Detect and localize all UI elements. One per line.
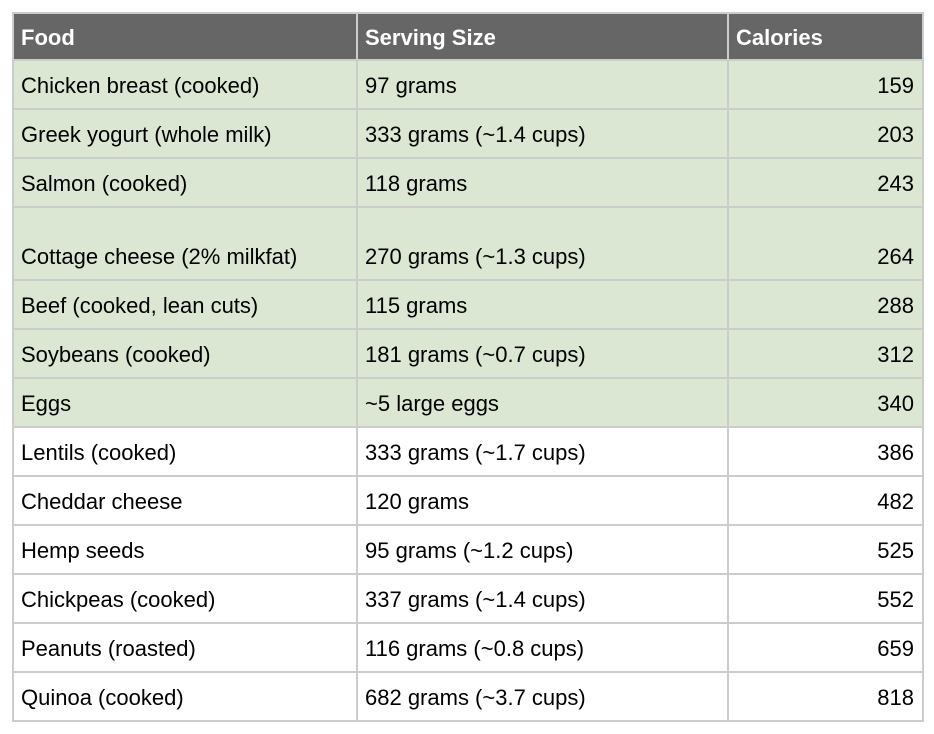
calories-cell: 159 [727, 59, 924, 110]
column-header-calories: Calories [727, 12, 924, 61]
serving-cell: 270 grams (~1.3 cups) [356, 206, 729, 281]
table-header-row: Food Serving Size Calories [12, 12, 924, 61]
column-header-serving-size: Serving Size [356, 12, 729, 61]
calories-cell: 525 [727, 524, 924, 575]
table-row: Cottage cheese (2% milkfat) 270 grams (~… [12, 206, 924, 281]
calories-cell: 552 [727, 573, 924, 624]
column-header-food: Food [12, 12, 358, 61]
table-row: Chickpeas (cooked) 337 grams (~1.4 cups)… [12, 573, 924, 624]
calories-cell: 203 [727, 108, 924, 159]
table-row: Lentils (cooked) 333 grams (~1.7 cups) 3… [12, 426, 924, 477]
calories-cell: 264 [727, 206, 924, 281]
food-cell: Greek yogurt (whole milk) [12, 108, 358, 159]
food-cell: Eggs [12, 377, 358, 428]
table-row: Eggs ~5 large eggs 340 [12, 377, 924, 428]
calories-cell: 818 [727, 671, 924, 722]
table-row: Hemp seeds 95 grams (~1.2 cups) 525 [12, 524, 924, 575]
table-row: Quinoa (cooked) 682 grams (~3.7 cups) 81… [12, 671, 924, 722]
table-row: Beef (cooked, lean cuts) 115 grams 288 [12, 279, 924, 330]
food-cell: Chicken breast (cooked) [12, 59, 358, 110]
calories-cell: 482 [727, 475, 924, 526]
calories-cell: 243 [727, 157, 924, 208]
food-cell: Hemp seeds [12, 524, 358, 575]
table-row: Greek yogurt (whole milk) 333 grams (~1.… [12, 108, 924, 159]
serving-cell: ~5 large eggs [356, 377, 729, 428]
serving-cell: 333 grams (~1.7 cups) [356, 426, 729, 477]
serving-cell: 120 grams [356, 475, 729, 526]
calories-cell: 288 [727, 279, 924, 330]
food-cell: Chickpeas (cooked) [12, 573, 358, 624]
table-row: Salmon (cooked) 118 grams 243 [12, 157, 924, 208]
serving-cell: 337 grams (~1.4 cups) [356, 573, 729, 624]
food-cell: Lentils (cooked) [12, 426, 358, 477]
serving-cell: 333 grams (~1.4 cups) [356, 108, 729, 159]
table-row: Peanuts (roasted) 116 grams (~0.8 cups) … [12, 622, 924, 673]
calories-cell: 659 [727, 622, 924, 673]
table-row: Cheddar cheese 120 grams 482 [12, 475, 924, 526]
serving-cell: 95 grams (~1.2 cups) [356, 524, 729, 575]
food-cell: Beef (cooked, lean cuts) [12, 279, 358, 330]
calories-cell: 340 [727, 377, 924, 428]
serving-cell: 181 grams (~0.7 cups) [356, 328, 729, 379]
table-row: Soybeans (cooked) 181 grams (~0.7 cups) … [12, 328, 924, 379]
calories-cell: 386 [727, 426, 924, 477]
serving-cell: 116 grams (~0.8 cups) [356, 622, 729, 673]
serving-cell: 115 grams [356, 279, 729, 330]
food-cell: Quinoa (cooked) [12, 671, 358, 722]
food-cell: Cheddar cheese [12, 475, 358, 526]
serving-cell: 682 grams (~3.7 cups) [356, 671, 729, 722]
food-cell: Peanuts (roasted) [12, 622, 358, 673]
food-calories-table: Food Serving Size Calories Chicken breas… [12, 12, 924, 722]
serving-cell: 97 grams [356, 59, 729, 110]
food-cell: Salmon (cooked) [12, 157, 358, 208]
calories-cell: 312 [727, 328, 924, 379]
table-row: Chicken breast (cooked) 97 grams 159 [12, 59, 924, 110]
food-cell: Cottage cheese (2% milkfat) [12, 206, 358, 281]
food-cell: Soybeans (cooked) [12, 328, 358, 379]
serving-cell: 118 grams [356, 157, 729, 208]
